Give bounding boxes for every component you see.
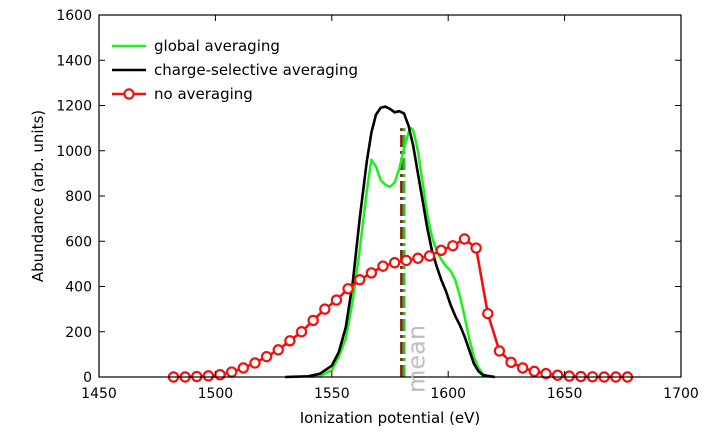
y-tick-label: 800 [65, 189, 92, 205]
axis-ticks: 1450 1500 1550 1600 1650 1700 0 200 400 600 800 100… [56, 8, 698, 402]
x-tick-label: 1550 [314, 386, 350, 402]
data-point [458, 233, 471, 245]
x-tick-label: 1500 [198, 386, 234, 402]
data-point [423, 250, 436, 262]
data-point [214, 369, 226, 381]
data-point [342, 283, 354, 295]
legend-label: no averaging [154, 85, 253, 103]
data-point [319, 303, 331, 315]
x-tick-label: 1650 [547, 386, 583, 402]
data-point [272, 344, 284, 356]
data-point [377, 260, 389, 272]
data-point [249, 357, 261, 369]
data-point [330, 294, 343, 306]
data-point [365, 267, 378, 279]
series-line [285, 105, 495, 379]
data-point [225, 366, 238, 378]
y-tick-label: 200 [65, 325, 92, 341]
data-point [505, 356, 517, 368]
data-point [260, 350, 273, 363]
legend: global averaging charge-selective averagi… [112, 37, 358, 103]
data-point [493, 345, 506, 357]
legend-marker [123, 88, 135, 100]
data-point [354, 274, 366, 286]
data-point [284, 335, 296, 347]
data-point [528, 365, 541, 378]
data-point [307, 314, 319, 327]
y-tick-label: 1600 [56, 8, 92, 24]
data-point [388, 257, 401, 269]
data-point [447, 240, 459, 252]
data-point [540, 367, 552, 380]
data-point [400, 254, 412, 267]
y-axis-label: Abundance (arb. units) [29, 110, 47, 282]
data-point [202, 370, 215, 382]
data-point [237, 362, 250, 374]
y-tick-label: 0 [83, 370, 92, 386]
data-point [563, 370, 575, 382]
x-axis-label: Ionization potential (eV) [300, 409, 481, 427]
data-point [551, 369, 564, 381]
plot-marks [167, 105, 634, 383]
data-point [482, 307, 494, 320]
y-tick-label: 1000 [56, 144, 92, 160]
data-point [470, 242, 482, 254]
data-point [516, 362, 529, 374]
y-tick-label: 600 [65, 234, 92, 250]
legend-label: charge-selective averaging [154, 61, 358, 79]
x-tick-label: 1700 [663, 386, 699, 402]
data-point [412, 252, 424, 264]
mean-annotation: mean [403, 325, 431, 393]
y-tick-label: 1200 [56, 99, 92, 115]
y-tick-label: 1400 [56, 53, 92, 69]
x-tick-label: 1600 [430, 386, 466, 402]
x-tick-label: 1450 [81, 386, 117, 402]
series-line [308, 126, 495, 379]
y-tick-label: 400 [65, 280, 92, 296]
series-line [173, 237, 628, 379]
data-point [435, 244, 447, 256]
data-point [295, 326, 308, 338]
legend-label: global averaging [154, 37, 280, 55]
